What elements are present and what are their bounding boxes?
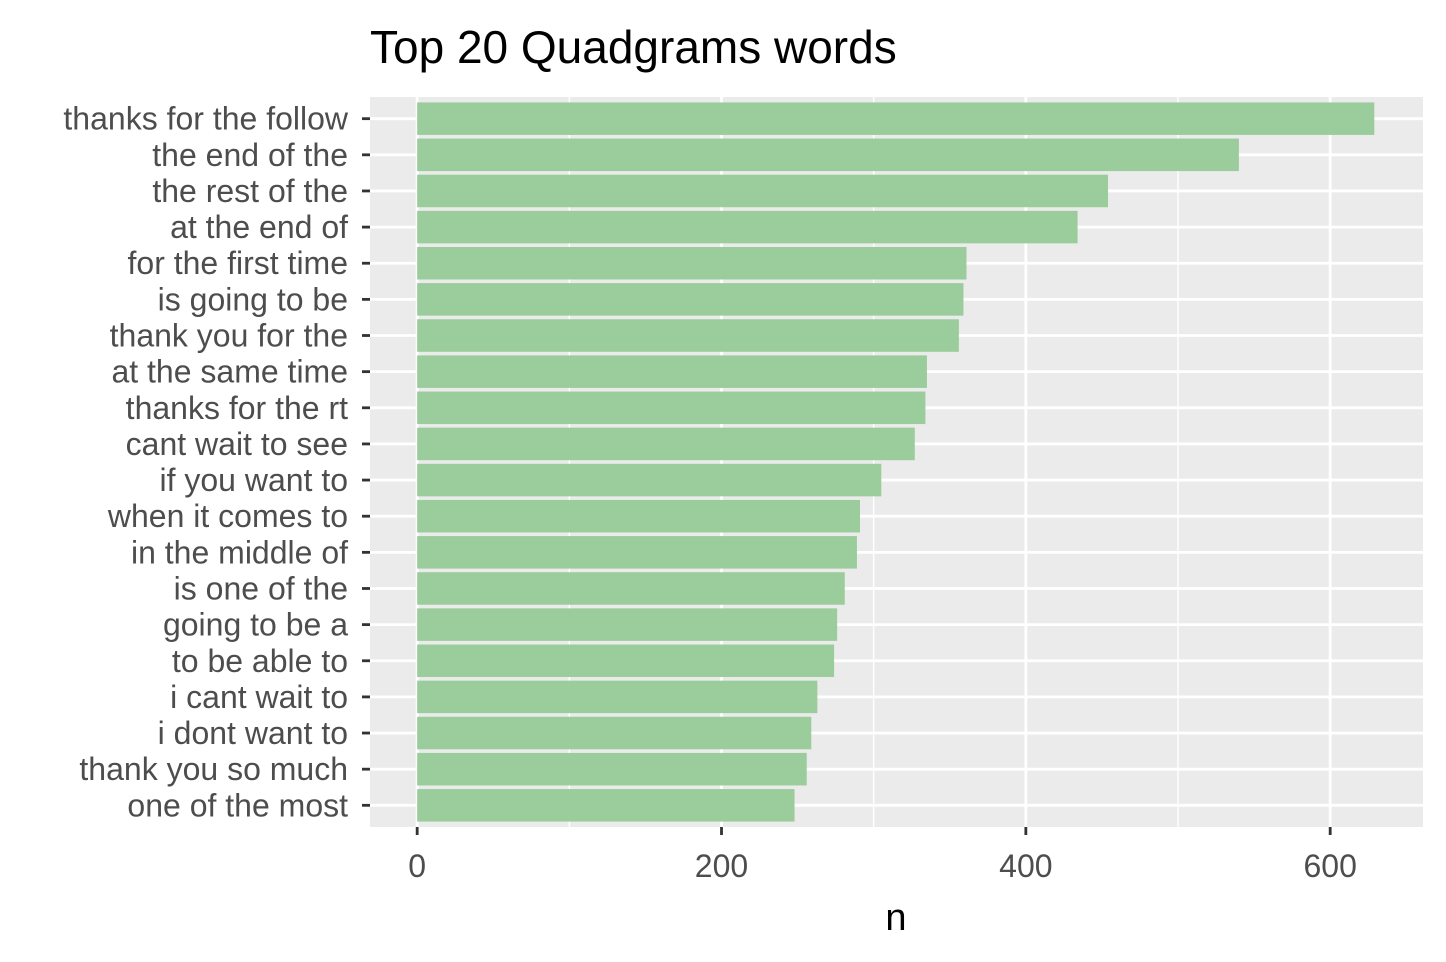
category-label: i dont want to	[158, 715, 348, 751]
category-label: in the middle of	[131, 534, 348, 570]
x-axis-title: n	[885, 897, 906, 939]
bars	[417, 102, 1375, 822]
x-tick-label: 200	[695, 848, 748, 884]
bar	[417, 680, 818, 714]
bar	[417, 174, 1109, 208]
category-label: is one of the	[174, 570, 348, 606]
category-label: if you want to	[159, 462, 348, 498]
category-label: one of the most	[127, 787, 348, 823]
category-label: the end of the	[152, 137, 348, 173]
category-label: for the first time	[128, 245, 349, 281]
bar	[417, 644, 835, 678]
x-tick-label: 600	[1303, 848, 1356, 884]
bar	[417, 138, 1239, 172]
category-label: cant wait to see	[126, 426, 348, 462]
category-label: thanks for the follow	[63, 101, 348, 137]
category-label: to be able to	[172, 643, 348, 679]
category-label: thanks for the rt	[126, 390, 348, 426]
category-label: thank you so much	[79, 751, 348, 787]
category-label: is going to be	[158, 281, 348, 317]
bar	[417, 283, 964, 316]
bar	[417, 608, 838, 641]
category-label: going to be a	[163, 607, 348, 643]
bar	[417, 102, 1375, 135]
bar	[417, 355, 927, 388]
x-axis-ticks: 0 200 400 600	[408, 827, 1357, 884]
bar	[417, 319, 959, 352]
bar	[417, 499, 860, 533]
bar	[417, 716, 812, 750]
chart-title: Top 20 Quadgrams words	[370, 21, 897, 73]
bar	[417, 391, 926, 425]
bar	[417, 572, 845, 605]
category-label: the rest of the	[152, 173, 348, 209]
x-tick-label: 400	[999, 848, 1052, 884]
category-label: at the end of	[170, 209, 348, 245]
x-tick-label: 0	[408, 848, 426, 884]
category-label: when it comes to	[107, 498, 348, 534]
category-label: thank you for the	[110, 318, 348, 354]
bar	[417, 752, 807, 786]
bar	[417, 210, 1078, 244]
category-label: i cant wait to	[170, 679, 348, 715]
bar	[417, 789, 795, 822]
bar	[417, 536, 857, 569]
category-label: at the same time	[111, 354, 348, 390]
bar	[417, 427, 915, 461]
bar	[417, 246, 967, 280]
bar	[417, 463, 882, 497]
